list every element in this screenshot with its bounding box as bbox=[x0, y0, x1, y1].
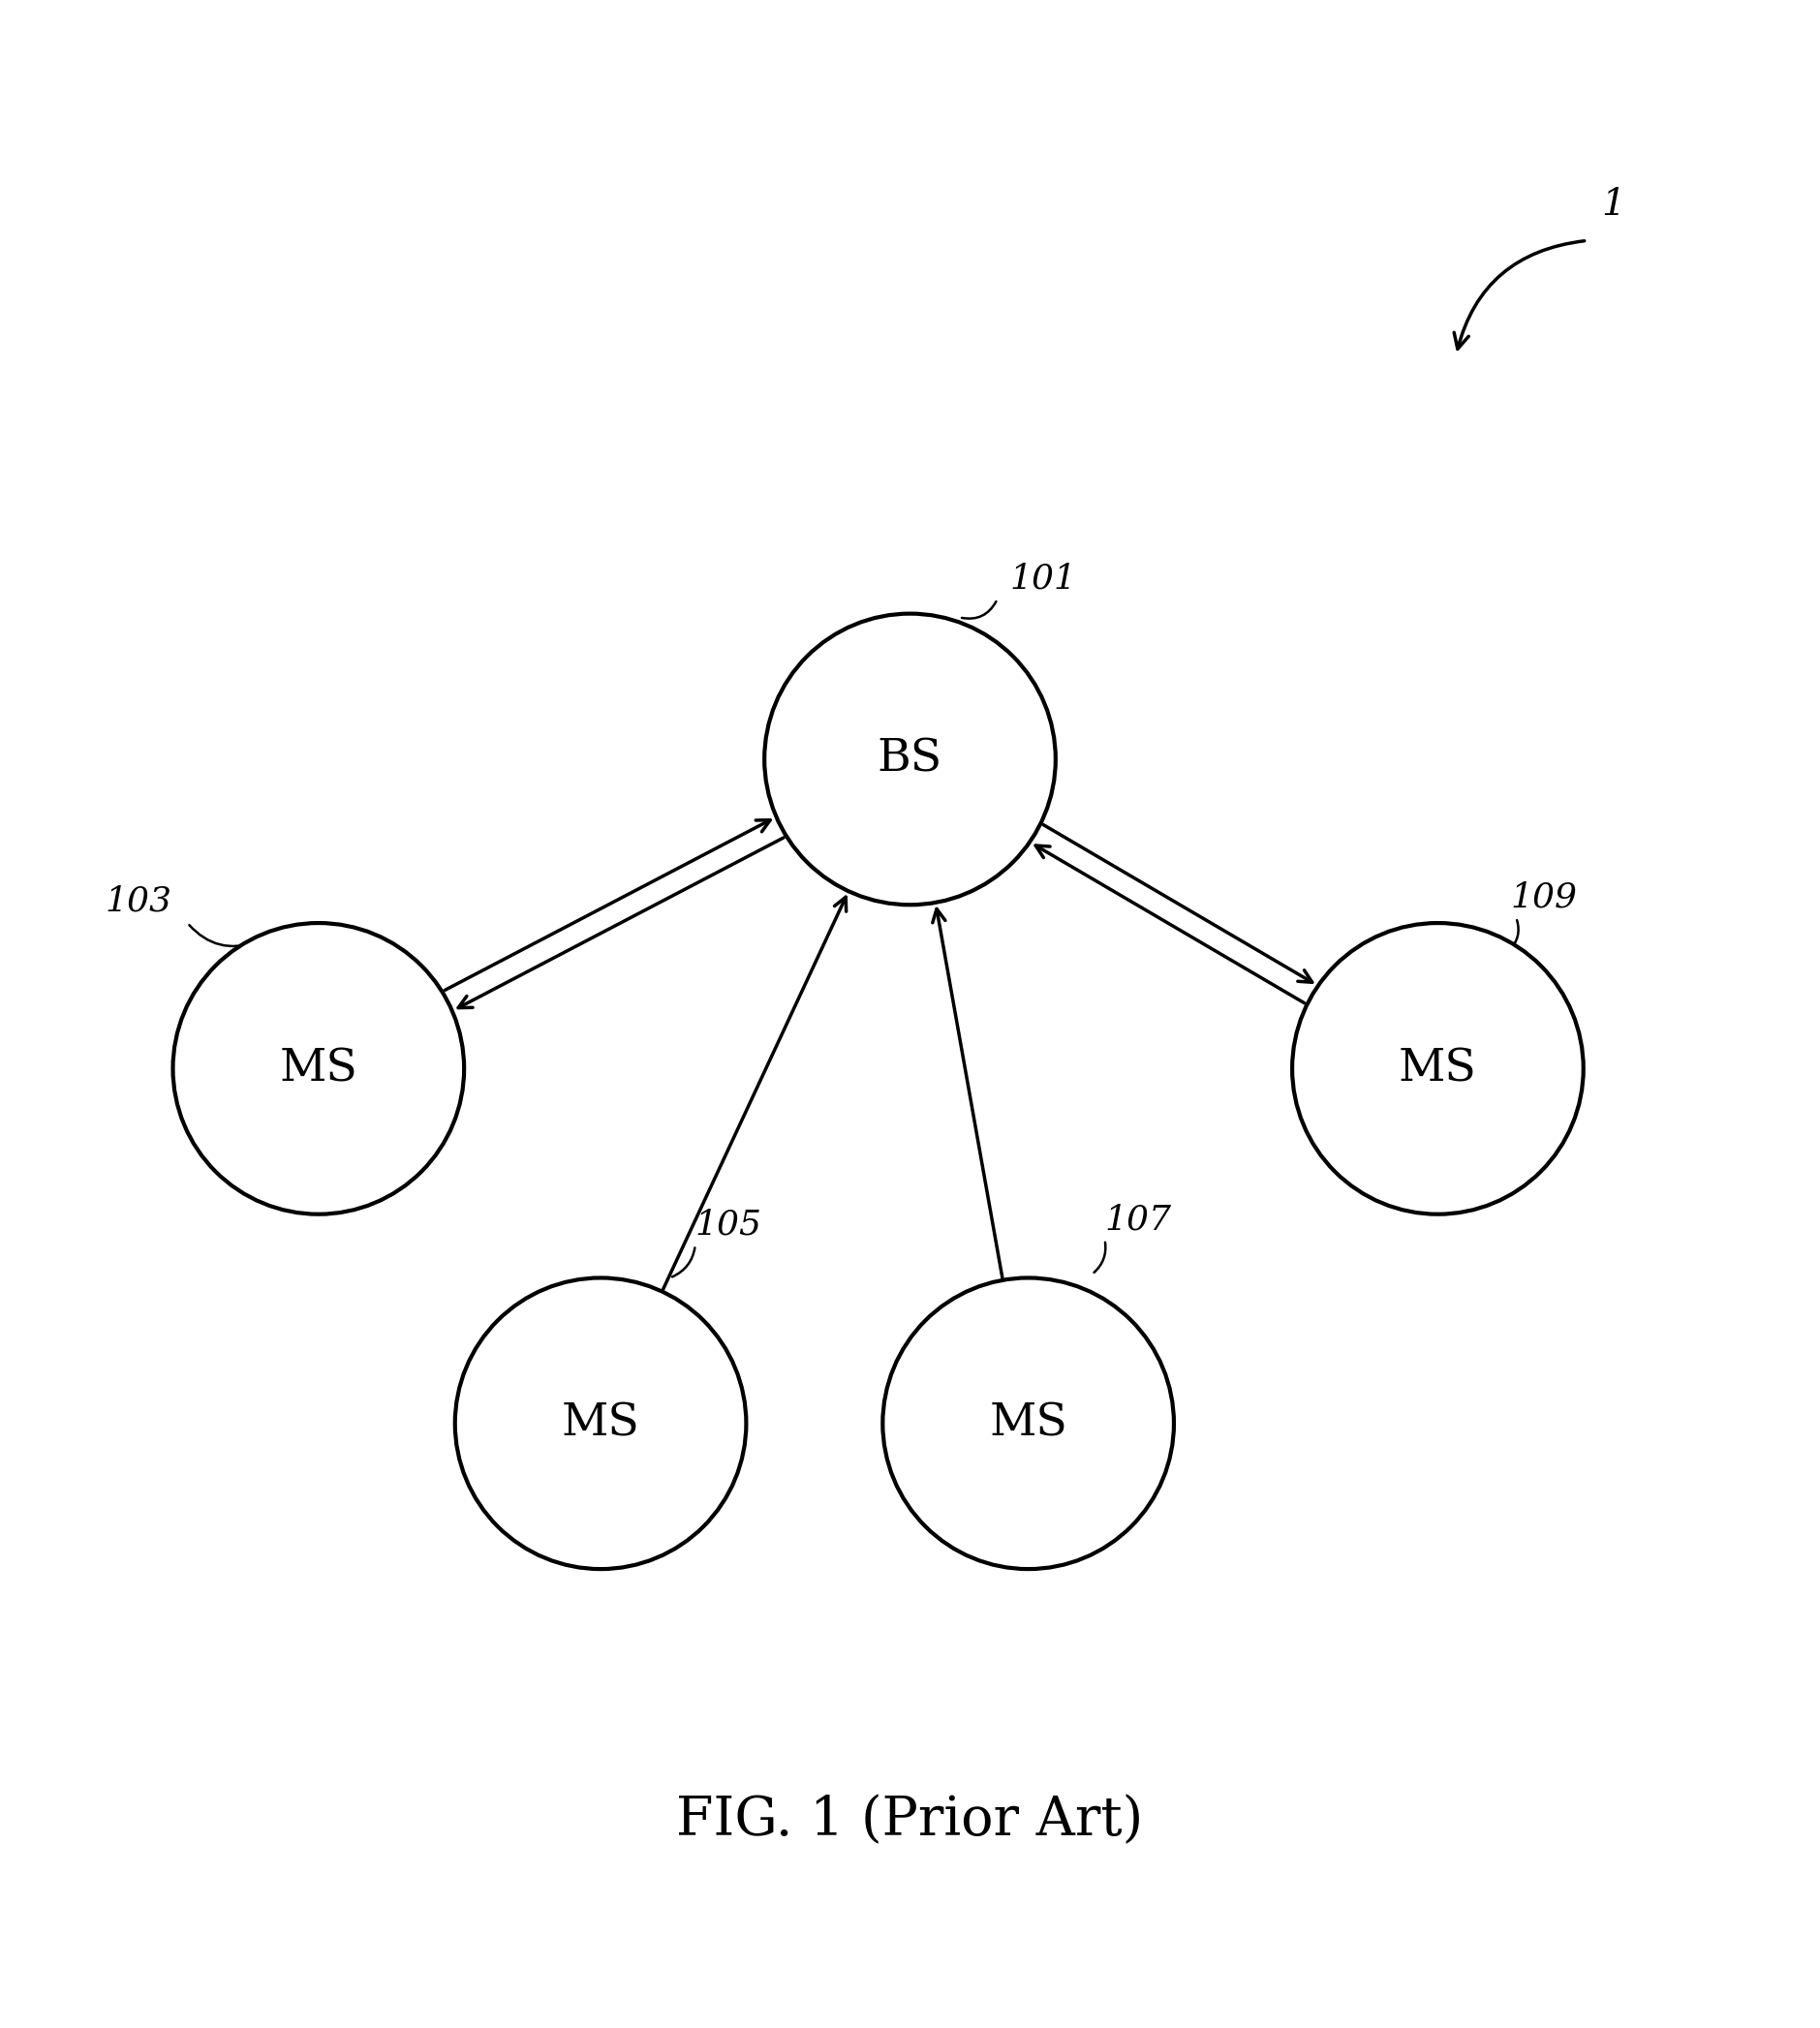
Text: 101: 101 bbox=[1010, 562, 1077, 596]
Text: 105: 105 bbox=[695, 1209, 763, 1241]
Circle shape bbox=[1292, 923, 1583, 1215]
Text: 1: 1 bbox=[1602, 187, 1625, 223]
Text: FIG. 1 (Prior Art): FIG. 1 (Prior Art) bbox=[677, 1793, 1143, 1848]
Text: 103: 103 bbox=[106, 884, 173, 917]
Text: MS: MS bbox=[1398, 1046, 1478, 1091]
Text: MS: MS bbox=[278, 1046, 359, 1091]
Circle shape bbox=[764, 614, 1056, 904]
Text: MS: MS bbox=[988, 1401, 1068, 1446]
Circle shape bbox=[455, 1278, 746, 1570]
Circle shape bbox=[173, 923, 464, 1215]
Text: 107: 107 bbox=[1105, 1203, 1172, 1235]
Circle shape bbox=[883, 1278, 1174, 1570]
Text: MS: MS bbox=[561, 1401, 641, 1446]
Text: BS: BS bbox=[877, 738, 943, 781]
Text: 109: 109 bbox=[1511, 880, 1578, 915]
